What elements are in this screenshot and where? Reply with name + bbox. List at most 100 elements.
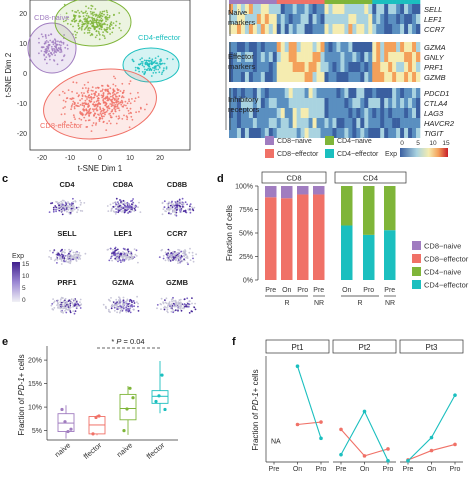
d-legend-swatch (412, 254, 421, 263)
panel-e-letter: e (2, 336, 8, 348)
d-facet-cd4: CD4 (363, 174, 378, 183)
d-group-r: R (357, 300, 362, 307)
e-xtick: ffector (145, 440, 167, 461)
f-point (453, 442, 457, 447)
e-point (128, 386, 132, 390)
feature-title-cd4: CD4 (59, 180, 75, 189)
e-ytick: 10% (28, 405, 42, 412)
d-xtick: On (282, 287, 291, 294)
cd8-naive-ellipse (27, 22, 77, 74)
panel-c-letter: c (2, 173, 8, 185)
panel-a-tsne: CD8-naive CD4-effector CD8-effector -20 … (4, 0, 191, 173)
d-bar-segment (384, 230, 396, 280)
legend-cd8-effector: CD8−effector (277, 151, 319, 158)
d-xtick: Pro (363, 287, 374, 294)
svg-text:15: 15 (22, 261, 30, 268)
feature-colorbar (12, 262, 20, 302)
f-facet-strip (265, 339, 330, 354)
svg-text:-20: -20 (17, 131, 27, 138)
svg-text:5: 5 (416, 140, 420, 147)
f-point (339, 452, 343, 457)
panel-f-lines: f Fraction of PD-1+ cells Pt1 Pre On Pro NA Pt… (232, 336, 464, 473)
d-facet-strip (261, 171, 327, 184)
gene-label-ccr7: CCR7 (424, 25, 445, 34)
d-xtick: Pre (313, 287, 324, 294)
d-legend-swatch (412, 241, 421, 250)
e-point (163, 407, 167, 412)
e-xtick: ffector (82, 440, 104, 461)
e-significance: * P = 0.04 (111, 337, 144, 346)
d-bar-segment (363, 186, 375, 235)
panel-e-boxplot: e 5% 10% 15% 20%Fraction of PD-1+ cells naiv… (2, 336, 178, 461)
feature-title-sell: SELL (57, 229, 77, 238)
legend-cd4-effector: CD4−effector (337, 151, 379, 158)
d-bar-segment (265, 186, 277, 198)
d-legend-label: CD4−effector (424, 281, 469, 290)
f-point (362, 454, 367, 458)
legend-cd4-naive: CD4−naive (337, 138, 372, 145)
d-bar-segment (281, 198, 293, 280)
gene-label-pdcd1: PDCD1 (424, 89, 449, 98)
f-facet-pt2: Pt2 (358, 343, 371, 352)
f-point (386, 447, 390, 451)
tsne-xlabel: t-SNE Dim 1 (78, 164, 123, 173)
d-legend-swatch (412, 280, 421, 289)
d-ytick: 75% (239, 207, 253, 214)
stacked-bar-chart: 0% 25% 50% 75% 100% Fraction of cells CD8 CD4 Pr… (225, 171, 407, 307)
e-point (157, 394, 161, 398)
f-xtick: Pro (383, 466, 394, 473)
e-point (91, 432, 95, 436)
feature-title-gzma: GZMA (112, 278, 135, 287)
f-point (429, 448, 434, 453)
f-ylabel: Fraction of PD-1+ cells (251, 369, 260, 450)
d-ytick: 100% (235, 184, 253, 191)
gene-label-sell: SELL (424, 5, 442, 14)
e-point (125, 407, 129, 411)
panel-d-letter: d (217, 173, 224, 185)
d-legend-swatch (412, 267, 421, 276)
feature-colorbar-title: Exp (12, 253, 24, 260)
f-point (453, 393, 457, 397)
e-point (63, 420, 67, 424)
svg-text:10: 10 (126, 155, 134, 162)
svg-text:20: 20 (156, 155, 164, 162)
d-ytick: 25% (239, 254, 253, 261)
f-xtick: On (360, 466, 369, 473)
panel-f-letter: f (232, 336, 236, 348)
tsne-points (38, 3, 174, 133)
svg-text:markers: markers (228, 18, 255, 27)
feature-title-prf1: PRF1 (57, 278, 76, 287)
gene-label-gzmb: GZMB (424, 73, 446, 82)
d-legend-label: CD8−naive (424, 242, 461, 251)
svg-text:10: 10 (429, 140, 437, 147)
f-point (295, 364, 300, 368)
f-xtick: On (293, 466, 302, 473)
d-bar-segment (363, 234, 375, 280)
d-ytick: 0% (243, 278, 253, 285)
feature-plot-grid: CD4 CD8A CD8B SELL LEF1 CCR7 PRF1 GZMA GZMB (48, 180, 198, 315)
f-point (319, 436, 323, 441)
f-facet-pt1: Pt1 (291, 343, 304, 352)
feature-title-cd8a: CD8A (113, 180, 134, 189)
d-group-nr: NR (385, 300, 395, 307)
svg-text:receptors: receptors (228, 105, 260, 114)
e-ytick: 15% (28, 381, 42, 388)
stacked-bar-legend: CD8−naive CD8−effector CD4−naive CD4−effect… (412, 241, 469, 290)
exp-colorbar (400, 148, 448, 157)
d-bar-segment (313, 186, 325, 195)
d-bar-segment (265, 197, 277, 280)
f-point (406, 458, 410, 463)
svg-text:0: 0 (98, 155, 102, 162)
feature-title-ccr7: CCR7 (167, 229, 187, 238)
e-point (69, 427, 73, 431)
d-bar-segment (384, 186, 396, 231)
heatmap-cells (229, 0, 421, 138)
cd4-effector-label: CD4-effector (138, 33, 181, 42)
effector-group-label: Effector (228, 52, 254, 61)
d-facet-strip (334, 171, 407, 184)
cd8-naive-label: CD8-naive (34, 13, 69, 22)
d-group-nr: NR (314, 300, 324, 307)
